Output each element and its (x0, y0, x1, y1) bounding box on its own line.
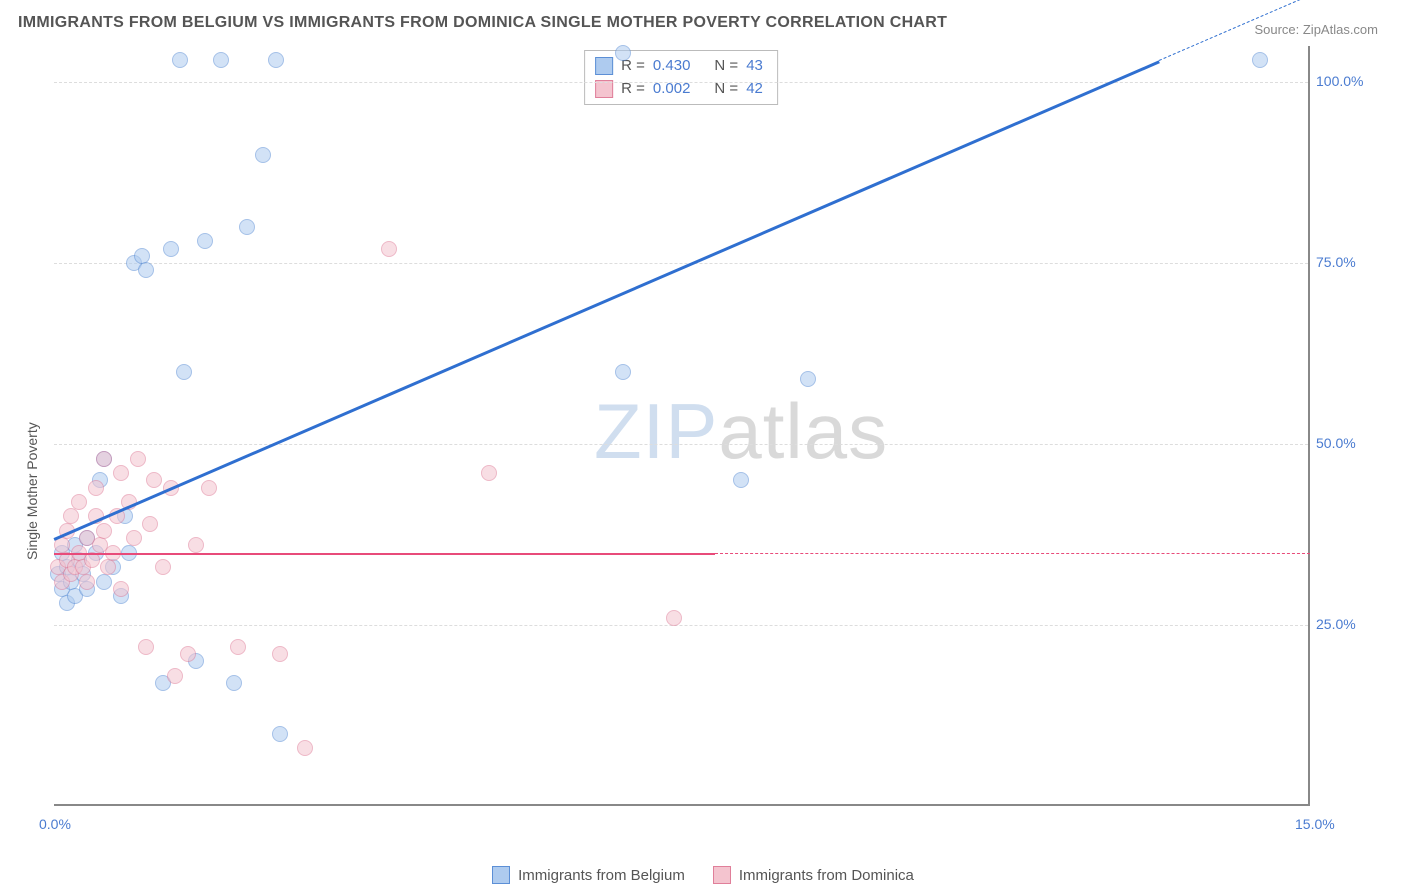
legend-r-value: 0.430 (653, 55, 691, 78)
data-point (138, 639, 154, 655)
data-point (272, 726, 288, 742)
legend-n-label: N = (714, 55, 738, 78)
chart-title: IMMIGRANTS FROM BELGIUM VS IMMIGRANTS FR… (18, 14, 947, 32)
y-tick-label: 75.0% (1316, 254, 1376, 270)
source-label: Source: (1254, 22, 1302, 37)
legend-r-label: R = (621, 78, 645, 101)
legend-n-value: 43 (746, 55, 763, 78)
data-point (88, 480, 104, 496)
legend-swatch (595, 57, 613, 75)
data-point (163, 241, 179, 257)
scatter-plot-area: ZIPatlas R =0.430N =43R =0.002N =42 25.0… (54, 46, 1310, 806)
data-point (226, 675, 242, 691)
data-point (733, 472, 749, 488)
series-legend: Immigrants from Belgium Immigrants from D… (0, 866, 1406, 884)
data-point (1252, 52, 1268, 68)
legend-row: R = 0.002 N = 42 (595, 78, 763, 101)
data-point (255, 147, 271, 163)
data-point (666, 610, 682, 626)
data-point (100, 559, 116, 575)
data-point (481, 465, 497, 481)
legend-series-name: Immigrants from Dominica (739, 867, 914, 884)
watermark-zip: ZIP (594, 387, 718, 475)
source-attribution: Source: ZipAtlas.com (1254, 22, 1378, 37)
data-point (96, 523, 112, 539)
correlation-legend: R = 0.430 N = 43R = 0.002 N = 42 (584, 50, 778, 105)
data-point (180, 646, 196, 662)
data-point (201, 480, 217, 496)
data-point (79, 574, 95, 590)
y-tick-label: 50.0% (1316, 435, 1376, 451)
regression-line (54, 61, 1160, 541)
legend-n-value: 42 (746, 78, 763, 101)
data-point (197, 233, 213, 249)
data-point (113, 465, 129, 481)
legend-n-label: N = (714, 78, 738, 101)
x-tick-label: 15.0% (1295, 816, 1335, 832)
data-point (297, 740, 313, 756)
data-point (130, 451, 146, 467)
y-axis-label: Single Mother Poverty (24, 422, 40, 560)
data-point (172, 52, 188, 68)
gridline (54, 625, 1308, 626)
watermark: ZIPatlas (594, 386, 888, 477)
legend-r-value: 0.002 (653, 78, 691, 101)
data-point (71, 494, 87, 510)
x-tick-label: 0.0% (39, 816, 71, 832)
y-tick-label: 25.0% (1316, 616, 1376, 632)
data-point (167, 668, 183, 684)
data-point (381, 241, 397, 257)
y-tick-label: 100.0% (1316, 73, 1376, 89)
data-point (113, 581, 129, 597)
regression-line (54, 553, 715, 556)
data-point (142, 516, 158, 532)
data-point (239, 219, 255, 235)
legend-item: Immigrants from Belgium (492, 866, 685, 884)
legend-swatch (713, 866, 731, 884)
legend-series-name: Immigrants from Belgium (518, 867, 685, 884)
data-point (176, 364, 192, 380)
data-point (615, 364, 631, 380)
source-link[interactable]: ZipAtlas.com (1303, 22, 1378, 37)
data-point (96, 574, 112, 590)
data-point (213, 52, 229, 68)
data-point (126, 530, 142, 546)
gridline (54, 82, 1308, 83)
watermark-atlas: atlas (718, 387, 888, 475)
data-point (63, 508, 79, 524)
data-point (96, 451, 112, 467)
data-point (230, 639, 246, 655)
gridline (54, 263, 1308, 264)
data-point (155, 559, 171, 575)
data-point (800, 371, 816, 387)
data-point (615, 45, 631, 61)
legend-swatch (492, 866, 510, 884)
regression-line-extrapolated (715, 553, 1310, 554)
data-point (188, 537, 204, 553)
data-point (268, 52, 284, 68)
data-point (146, 472, 162, 488)
data-point (272, 646, 288, 662)
data-point (134, 248, 150, 264)
gridline (54, 444, 1308, 445)
legend-item: Immigrants from Dominica (713, 866, 914, 884)
data-point (138, 262, 154, 278)
